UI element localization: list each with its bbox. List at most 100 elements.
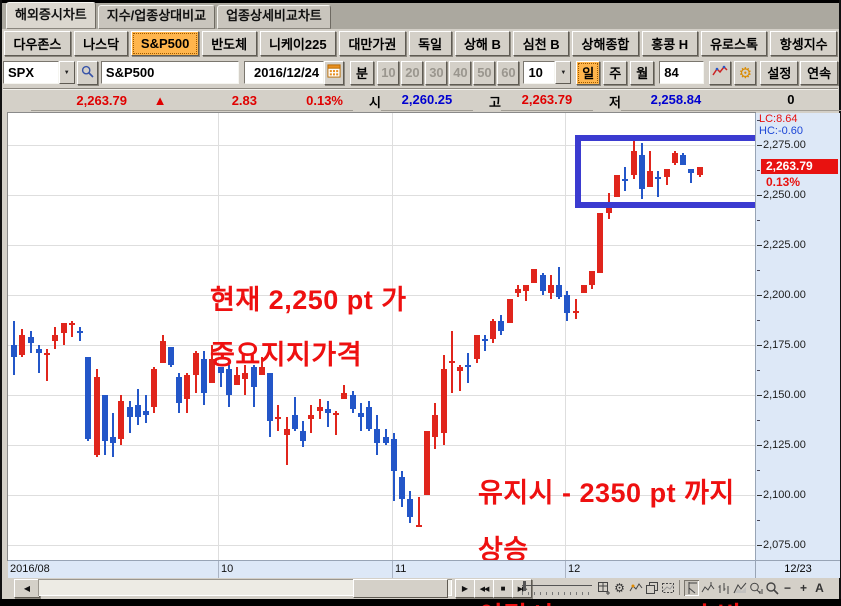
candle — [292, 415, 298, 429]
tab-해외증시차트[interactable]: 해외증시차트 — [6, 2, 96, 29]
minor-axis-tick — [757, 470, 760, 471]
stop-button[interactable]: ■ — [493, 579, 513, 598]
candle-wick — [335, 411, 337, 435]
indicator-chart-icon[interactable] — [628, 580, 643, 596]
candle — [639, 155, 645, 189]
candle-wick — [129, 401, 131, 433]
continuous-button[interactable]: 연속 — [800, 60, 839, 85]
chart-settings-gear-button[interactable]: ⚙ — [734, 60, 757, 85]
scan-chart-icon[interactable] — [748, 580, 763, 596]
highlight-box-annotation — [575, 135, 766, 208]
v-gridline — [218, 113, 219, 560]
candle-wick — [79, 327, 81, 341]
rewind-button[interactable]: ◀◀ — [474, 579, 494, 598]
bar-chart-tool-icon[interactable] — [716, 580, 731, 596]
settings-button[interactable]: 설정 — [760, 60, 799, 85]
tab-업종상세비교차트[interactable]: 업종상세비교차트 — [217, 5, 331, 29]
symbol-combo-arrow[interactable]: ▼ — [58, 61, 75, 84]
area-chart-tool-icon[interactable] — [732, 580, 747, 596]
candle — [267, 373, 273, 421]
market-button[interactable]: 유로스톡 — [700, 30, 768, 56]
market-button[interactable]: 대만가권 — [339, 30, 406, 56]
minute-option-button[interactable]: 60 — [497, 60, 520, 85]
slider-line — [522, 585, 592, 586]
scroll-left-button[interactable]: ◀ — [14, 579, 40, 598]
candle — [184, 375, 190, 399]
market-button[interactable]: S&P500 — [131, 30, 199, 56]
scrollbar-thumb[interactable] — [353, 579, 448, 598]
candle — [432, 415, 438, 437]
tab-지수/업종상대비교[interactable]: 지수/업종상대비교 — [97, 5, 216, 29]
market-button[interactable]: 니케이225 — [259, 30, 336, 56]
minute-option-button[interactable]: 50 — [473, 60, 496, 85]
text-tool-icon[interactable]: A — [815, 581, 824, 595]
date-field[interactable]: 2016/12/24 — [244, 61, 325, 84]
market-button[interactable]: 심천 B — [513, 30, 570, 56]
v-gridline — [565, 113, 566, 560]
cascade-windows-icon[interactable] — [644, 580, 659, 596]
candle — [234, 375, 240, 385]
candle — [399, 477, 405, 499]
bottom-scrollbar-row: ◀ ▶ ◀◀ ■ ▶▶ ⚙ − + A — [2, 578, 839, 599]
price-axis-value: 2,250.00 — [763, 189, 806, 201]
window-grid-icon[interactable] — [596, 580, 611, 596]
candle — [581, 285, 587, 293]
candle-wick — [484, 335, 486, 351]
play-button[interactable]: ▶ — [455, 579, 475, 598]
market-button[interactable]: 나스닥 — [73, 30, 129, 56]
minute-option-button[interactable]: 10 — [377, 60, 400, 85]
gear-icon[interactable]: ⚙ — [614, 581, 625, 595]
market-button[interactable]: 반도체 — [201, 30, 257, 56]
minute-option-button[interactable]: 40 — [449, 60, 472, 85]
zoom-out-icon[interactable]: − — [783, 581, 791, 595]
mini-chart-button[interactable] — [709, 60, 732, 85]
axis-tick — [757, 244, 762, 246]
trendline-tool-icon[interactable] — [700, 580, 715, 596]
calendar-button[interactable] — [324, 60, 344, 85]
candle — [597, 213, 603, 273]
market-button[interactable]: 다우존스 — [4, 30, 71, 56]
minute-option-button[interactable]: 30 — [425, 60, 448, 85]
symbol-combo[interactable]: SPX — [3, 61, 59, 84]
axis-tick — [757, 144, 762, 146]
minor-axis-tick — [757, 220, 760, 221]
market-button[interactable]: 상해종합 — [572, 30, 639, 56]
minor-axis-tick — [757, 520, 760, 521]
candle — [474, 335, 480, 359]
minor-axis-tick — [757, 370, 760, 371]
date-value: 2016/12/24 — [253, 65, 320, 80]
zoom-in-icon[interactable]: + — [799, 581, 807, 595]
candle — [407, 499, 413, 517]
market-button[interactable]: 홍콩 H — [641, 30, 698, 56]
period-button[interactable]: 일 — [576, 60, 601, 85]
period-button[interactable]: 주 — [603, 60, 628, 85]
period-button[interactable]: 월 — [630, 60, 655, 85]
candle-count-input[interactable]: 84 — [659, 61, 705, 84]
market-button[interactable]: 상해 B — [454, 30, 511, 56]
search-icon — [81, 65, 94, 81]
candle-wick — [46, 349, 48, 381]
window-border-top — [0, 0, 841, 3]
candle — [383, 437, 389, 443]
candle — [556, 285, 562, 297]
pattern-area-icon[interactable] — [660, 580, 675, 596]
interval-combo-arrow[interactable]: ▼ — [555, 61, 572, 84]
scrollbar-track[interactable] — [38, 579, 452, 596]
zoom-icon[interactable] — [764, 580, 779, 596]
minute-mode-button[interactable]: 분 — [349, 60, 375, 85]
candle-wick — [310, 405, 312, 433]
slider-handle[interactable] — [523, 581, 526, 591]
change-arrow-icon: ▲ — [153, 93, 167, 108]
candle-wick — [294, 397, 296, 431]
interval-combo[interactable]: 10 — [523, 61, 556, 84]
market-button[interactable]: 독일 — [408, 30, 452, 56]
symbol-name-field[interactable]: S&P500 — [100, 61, 240, 84]
candle-wick — [657, 171, 659, 197]
minute-option-button[interactable]: 20 — [401, 60, 424, 85]
speed-slider[interactable] — [522, 580, 592, 596]
candle-count-value: 84 — [664, 65, 679, 80]
market-button[interactable]: 항셍지수 — [770, 30, 838, 56]
symbol-search-button[interactable] — [76, 60, 98, 85]
crosshair-tool-icon[interactable] — [684, 580, 699, 596]
